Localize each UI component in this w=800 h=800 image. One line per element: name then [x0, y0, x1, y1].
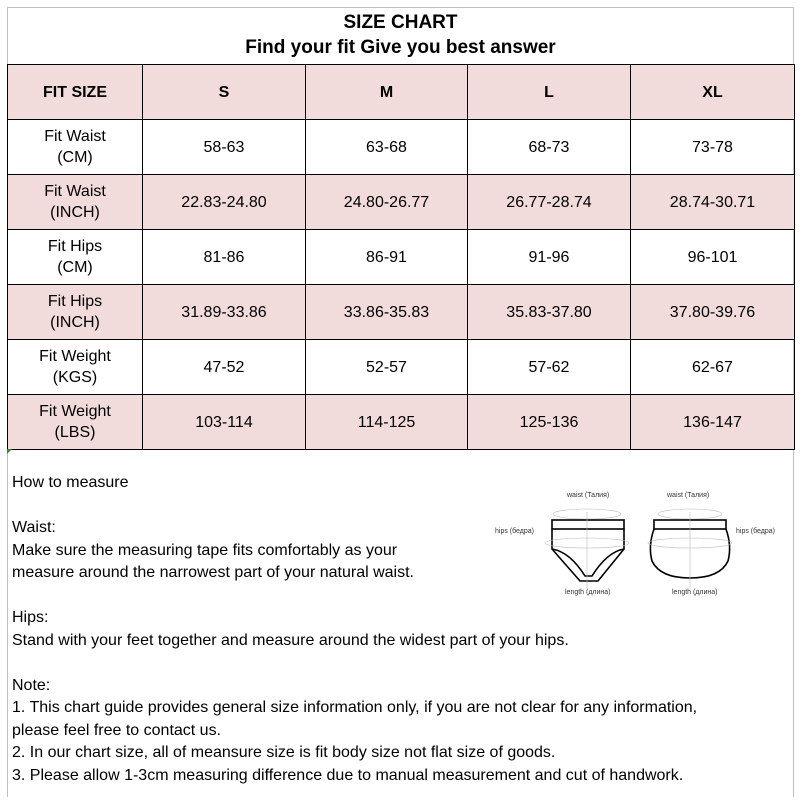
- value-cell: 86-91: [305, 229, 468, 285]
- measurement-diagram: waist (Талия) hips (бедра) length (длина…: [495, 492, 775, 596]
- value-cell: 52-57: [305, 339, 468, 395]
- value-cell: 68-73: [467, 119, 631, 175]
- header-cell: FIT SIZE: [7, 64, 143, 120]
- row-unit: (CM): [57, 259, 93, 276]
- value-cell: 114-125: [305, 394, 468, 450]
- row-label-cell: Fit Hips (CM): [7, 229, 143, 285]
- briefs-front-illustration: waist (Талия) hips (бедра) length (длина…: [495, 492, 630, 596]
- table-row: Fit Weight (KGS) 47-52 52-57 57-62 62-67: [7, 339, 795, 395]
- row-label-cell: Fit Weight (KGS): [7, 339, 143, 395]
- value-cell: 125-136: [467, 394, 631, 450]
- value-cell: 31.89-33.86: [142, 284, 306, 340]
- table-row: Fit Hips (CM) 81-86 86-91 91-96 96-101: [7, 229, 795, 285]
- note-heading: Note:: [12, 676, 51, 694]
- waist-heading: Waist:: [12, 519, 56, 536]
- note-item: 2. In our chart size, all of meansure si…: [12, 744, 556, 761]
- table-row: Fit Hips (INCH) 31.89-33.86 33.86-35.83 35.8…: [7, 284, 795, 340]
- waist-text: Make sure the measuring tape fits comfor…: [12, 541, 398, 559]
- chart-title-block: SIZE CHART Find your fit Give you best a…: [7, 7, 794, 64]
- cell-corner-marker: [7, 449, 12, 454]
- note-item: please feel free to contact us.: [12, 721, 222, 739]
- size-table: FIT SIZE S M L XL Fit Waist (CM) 58-63 63-68 68-7…: [7, 64, 795, 450]
- row-unit: (INCH): [50, 204, 100, 221]
- value-cell: 37.80-39.76: [630, 284, 795, 340]
- hips-heading: Hips:: [12, 609, 49, 626]
- row-label: Fit Weight: [39, 348, 111, 365]
- value-cell: 103-114: [142, 394, 306, 450]
- waist-text: measure around the narrowest part of you…: [12, 564, 414, 581]
- value-cell: 62-67: [630, 339, 795, 395]
- value-cell: 24.80-26.77: [305, 174, 468, 230]
- length-label: length (длина): [672, 589, 718, 596]
- row-label: Fit Hips: [47, 238, 103, 255]
- value-cell: 35.83-37.80: [467, 284, 631, 340]
- chart-title: SIZE CHART: [343, 12, 458, 33]
- value-cell: 91-96: [467, 229, 631, 285]
- hips-label: hips (бедра): [736, 527, 775, 535]
- value-cell: 26.77-28.74: [467, 174, 631, 230]
- row-unit: (LBS): [54, 424, 96, 441]
- header-cell: L: [467, 64, 631, 120]
- value-cell: 136-147: [630, 394, 795, 450]
- row-unit: (INCH): [50, 314, 100, 331]
- header-cell: S: [142, 64, 306, 120]
- hips-text: Stand with your feet together and measur…: [12, 631, 569, 649]
- row-label: Fit Hips: [47, 293, 103, 310]
- length-label: length (длина): [565, 589, 611, 596]
- value-cell: 96-101: [630, 229, 795, 285]
- value-cell: 63-68: [305, 119, 468, 175]
- value-cell: 58-63: [142, 119, 306, 175]
- table-row: Fit Waist (CM) 58-63 63-68 68-73 73-78: [7, 119, 795, 175]
- row-label-cell: Fit Waist (INCH): [7, 174, 143, 230]
- value-cell: 73-78: [630, 119, 795, 175]
- table-row: Fit Waist (INCH) 22.83-24.80 24.80-26.77 26.…: [7, 174, 795, 230]
- hips-label: hips (бедра): [495, 527, 534, 535]
- row-label-cell: Fit Weight (LBS): [7, 394, 143, 450]
- note-item: 1. This chart guide provides general siz…: [12, 699, 698, 716]
- waist-label: waist (Талия): [666, 492, 709, 499]
- how-to-heading: How to measure: [12, 474, 129, 491]
- value-cell: 81-86: [142, 229, 306, 285]
- row-label-cell: Fit Waist (CM): [7, 119, 143, 175]
- row-unit: (CM): [57, 149, 93, 166]
- value-cell: 47-52: [142, 339, 306, 395]
- chart-subtitle: Find your fit Give you best answer: [245, 37, 556, 58]
- value-cell: 22.83-24.80: [142, 174, 306, 230]
- measure-notes: How to measure Waist: Make sure the meas…: [12, 472, 772, 787]
- waist-label: waist (Талия): [566, 492, 609, 499]
- table-row: Fit Weight (LBS) 103-114 114-125 125-136 136-…: [7, 394, 795, 450]
- row-label: Fit Waist: [44, 183, 106, 200]
- row-unit: (KGS): [52, 369, 98, 386]
- value-cell: 28.74-30.71: [630, 174, 795, 230]
- note-item: 3. Please allow 1-3cm measuring differen…: [12, 766, 684, 784]
- header-cell: M: [305, 64, 468, 120]
- row-label: Fit Weight: [39, 403, 111, 420]
- row-label: Fit Waist: [44, 128, 106, 145]
- value-cell: 33.86-35.83: [305, 284, 468, 340]
- table-header-row: FIT SIZE S M L XL: [7, 64, 795, 120]
- value-cell: 57-62: [467, 339, 631, 395]
- header-cell: XL: [630, 64, 795, 120]
- briefs-back-illustration: waist (Талия) hips (бедра) length (длина…: [647, 492, 775, 596]
- row-label-cell: Fit Hips (INCH): [7, 284, 143, 340]
